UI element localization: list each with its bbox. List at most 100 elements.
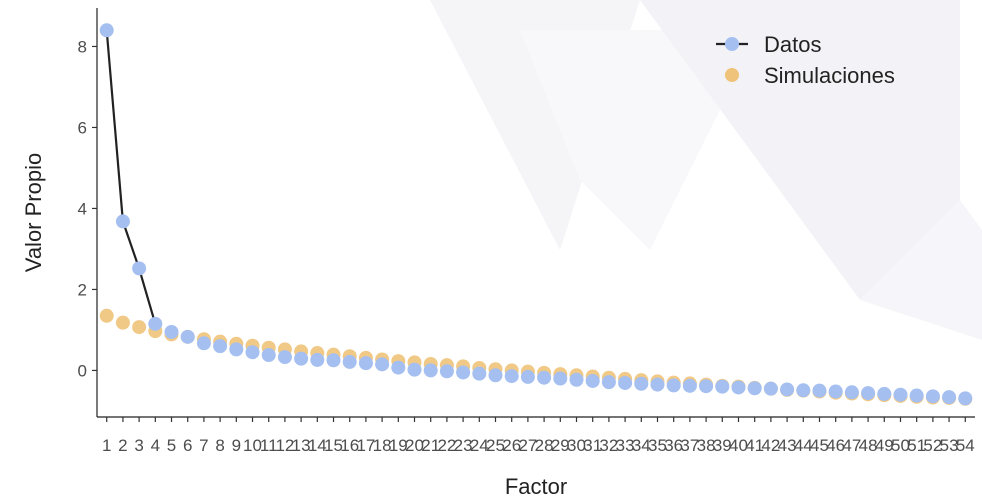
x-tick-label: 11 bbox=[260, 436, 278, 455]
datos-point bbox=[844, 385, 859, 400]
datos-point bbox=[828, 384, 843, 399]
datos-point bbox=[909, 388, 924, 403]
datos-point bbox=[699, 379, 714, 394]
x-tick-label: 14 bbox=[308, 436, 327, 455]
datos-point bbox=[601, 375, 616, 390]
x-tick-label: 23 bbox=[454, 436, 473, 455]
datos-point bbox=[164, 324, 179, 339]
datos-point bbox=[763, 381, 778, 396]
datos-point bbox=[618, 375, 633, 390]
x-tick-label: 18 bbox=[373, 436, 392, 455]
x-tick-label: 45 bbox=[810, 436, 829, 455]
datos-point bbox=[666, 378, 681, 393]
x-tick-label: 7 bbox=[199, 436, 208, 455]
datos-point bbox=[310, 352, 325, 367]
x-tick-label: 53 bbox=[940, 436, 959, 455]
x-tick-label: 35 bbox=[648, 436, 667, 455]
legend-simulaciones-label: Simulaciones bbox=[764, 63, 895, 88]
datos-point bbox=[569, 372, 584, 387]
x-tick-label: 12 bbox=[275, 436, 294, 455]
x-tick-label: 4 bbox=[151, 436, 160, 455]
simulaciones-point bbox=[132, 320, 147, 335]
datos-point bbox=[650, 377, 665, 392]
x-tick-label: 10 bbox=[243, 436, 262, 455]
x-tick-label: 3 bbox=[134, 436, 143, 455]
datos-point bbox=[715, 379, 730, 394]
x-tick-label: 8 bbox=[215, 436, 224, 455]
datos-point bbox=[391, 360, 406, 375]
y-axis-title: Valor Propio bbox=[21, 153, 46, 272]
x-tick-label: 41 bbox=[745, 436, 764, 455]
x-tick-label: 21 bbox=[421, 436, 440, 455]
y-tick-label: 0 bbox=[78, 361, 87, 380]
x-tick-label: 22 bbox=[437, 436, 456, 455]
x-tick-label: 43 bbox=[778, 436, 797, 455]
x-tick-label: 26 bbox=[502, 436, 521, 455]
datos-point bbox=[488, 368, 503, 383]
x-tick-label: 32 bbox=[599, 436, 618, 455]
x-tick-label: 39 bbox=[713, 436, 732, 455]
legend-datos-marker bbox=[725, 37, 739, 51]
simulaciones-point bbox=[99, 308, 114, 323]
x-axis-title: Factor bbox=[505, 474, 567, 499]
y-tick-label: 4 bbox=[78, 199, 87, 218]
x-tick-label: 31 bbox=[583, 436, 602, 455]
datos-point bbox=[99, 23, 114, 38]
datos-point bbox=[520, 369, 535, 384]
legend-simulaciones-marker bbox=[725, 68, 739, 82]
datos-point bbox=[634, 376, 649, 391]
datos-point bbox=[196, 336, 211, 351]
datos-point bbox=[115, 214, 130, 229]
datos-point bbox=[861, 386, 876, 401]
datos-point bbox=[277, 350, 292, 365]
datos-point bbox=[925, 389, 940, 404]
legend: Datos Simulaciones bbox=[716, 32, 895, 88]
datos-point bbox=[326, 353, 341, 368]
datos-point bbox=[245, 345, 260, 360]
datos-point bbox=[180, 329, 195, 344]
background-watermark bbox=[430, 0, 982, 340]
datos-point bbox=[294, 351, 309, 366]
legend-datos-label: Datos bbox=[764, 32, 821, 57]
x-tick-label: 48 bbox=[859, 436, 878, 455]
datos-point bbox=[585, 373, 600, 388]
x-tick-label: 38 bbox=[697, 436, 716, 455]
datos-point bbox=[504, 369, 519, 384]
x-tick-label: 33 bbox=[616, 436, 635, 455]
datos-line bbox=[105, 30, 157, 325]
datos-point bbox=[423, 363, 438, 378]
datos-point bbox=[229, 342, 244, 357]
datos-point bbox=[747, 381, 762, 396]
x-tick-label: 46 bbox=[826, 436, 845, 455]
datos-point bbox=[407, 362, 422, 377]
x-tick-label: 44 bbox=[794, 436, 813, 455]
x-tick-label: 1 bbox=[102, 436, 111, 455]
datos-point bbox=[877, 386, 892, 401]
datos-point bbox=[456, 365, 471, 380]
x-tick-label: 52 bbox=[923, 436, 942, 455]
x-tick-label: 51 bbox=[907, 436, 926, 455]
datos-point bbox=[342, 354, 357, 369]
x-tick-label: 29 bbox=[551, 436, 570, 455]
x-tick-label: 47 bbox=[842, 436, 861, 455]
datos-point bbox=[780, 382, 795, 397]
y-tick-label: 8 bbox=[78, 37, 87, 56]
datos-point bbox=[358, 356, 373, 371]
x-tick-label: 42 bbox=[761, 436, 780, 455]
x-tick-label: 27 bbox=[518, 436, 537, 455]
datos-point bbox=[812, 383, 827, 398]
datos-point bbox=[942, 390, 957, 405]
datos-point bbox=[682, 378, 697, 393]
x-tick-label: 37 bbox=[680, 436, 699, 455]
datos-point bbox=[261, 348, 276, 363]
datos-point bbox=[439, 364, 454, 379]
x-tick-label: 16 bbox=[340, 436, 359, 455]
x-tick-label: 24 bbox=[470, 436, 489, 455]
datos-point bbox=[132, 261, 147, 276]
x-tick-label: 34 bbox=[632, 436, 651, 455]
datos-point bbox=[731, 380, 746, 395]
x-tick-label: 25 bbox=[486, 436, 505, 455]
x-tick-label: 15 bbox=[324, 436, 343, 455]
datos-point bbox=[375, 357, 390, 372]
